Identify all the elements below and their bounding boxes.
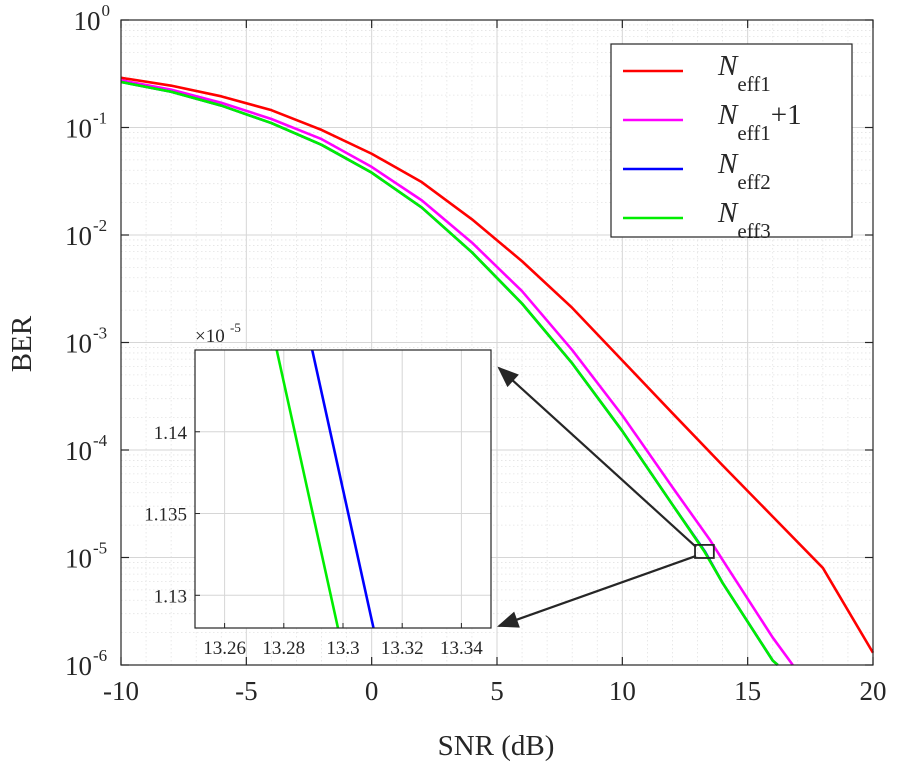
- x-tick-label: 0: [365, 676, 379, 706]
- x-tick-label: -5: [235, 676, 258, 706]
- annotations: [496, 366, 715, 628]
- legend-label-base: N: [717, 50, 739, 82]
- inset-y-tick-label: 1.13: [154, 586, 187, 607]
- inset-y-multiplier-exponent: -5: [230, 320, 241, 335]
- inset-series-line-neff2: [310, 349, 375, 629]
- y-tick-label-exponent: -6: [93, 646, 107, 665]
- y-tick-label-base: 10: [65, 114, 92, 144]
- x-tick-label: 5: [490, 676, 504, 706]
- y-tick-label-exponent: 0: [102, 1, 111, 20]
- inset-x-tick-label: 13.3: [326, 638, 359, 659]
- series-lines: [120, 76, 875, 666]
- legend-label-base: N: [717, 99, 739, 131]
- legend-label-subscript: eff1: [737, 121, 770, 145]
- y-tick-label-exponent: -5: [93, 539, 107, 558]
- inset-y-tick-label: 1.135: [144, 505, 187, 526]
- series-line-neff1-1: [120, 78, 794, 666]
- legend-label-subscript: eff3: [737, 219, 770, 243]
- legend-label-subscript: eff1: [737, 72, 770, 96]
- y-tick-label-exponent: -1: [93, 109, 107, 128]
- legend-label-base: N: [717, 197, 739, 229]
- legend-label-neff1-1: Neff1+1: [717, 99, 802, 145]
- y-tick-label-exponent: -3: [93, 324, 107, 343]
- zoom-box: [694, 543, 715, 559]
- inset-y-tick-label: 1.14: [154, 423, 188, 444]
- y-tick-label-base: 10: [74, 6, 101, 36]
- y-axis-title: BER: [6, 315, 38, 372]
- inset-zoom-panel: 13.26 13.28 13.3 13.32 13.34 1.13 1.135 1.14 ×10…: [144, 320, 492, 659]
- y-tick-label-base: 10: [65, 436, 92, 466]
- x-tick-label: 20: [860, 676, 887, 706]
- x-tick-label: 15: [734, 676, 761, 706]
- inset-y-multiplier-base: ×10: [195, 326, 225, 347]
- zoom-arrow-upper: [497, 366, 697, 548]
- y-tick-label-base: 10: [65, 329, 92, 359]
- legend-label-neff1: Neff1: [717, 50, 771, 96]
- legend-label-suffix: +1: [771, 99, 802, 131]
- y-tick-label-base: 10: [65, 544, 92, 574]
- y-tick-label-exponent: -4: [93, 431, 108, 450]
- inset-x-tick-label: 13.28: [262, 638, 305, 659]
- axis-labels: SNR (dB) BER: [6, 315, 554, 762]
- legend-label-base: N: [717, 148, 739, 180]
- y-tick-label-base: 10: [65, 651, 92, 681]
- series-line-neff1: [120, 76, 875, 654]
- x-tick-label: 10: [609, 676, 636, 706]
- y-tick-label-exponent: -2: [93, 216, 107, 235]
- legend-label-neff3: Neff3: [717, 197, 771, 243]
- inset-x-tick-label: 13.34: [440, 638, 483, 659]
- inset-x-tick-label: 13.32: [381, 638, 424, 659]
- inset-series-line-neff3: [275, 349, 340, 629]
- legend-box: [610, 43, 853, 238]
- legend-label-neff2: Neff2: [717, 148, 771, 194]
- inset-x-tick-label: 13.26: [203, 638, 246, 659]
- y-tick-label-base: 10: [65, 221, 92, 251]
- series-line-neff3: [120, 80, 779, 666]
- x-axis-title: SNR (dB): [438, 730, 555, 762]
- zoom-arrow-lower: [496, 554, 697, 628]
- legend-label-subscript: eff2: [737, 170, 770, 194]
- x-tick-label: -10: [103, 676, 139, 706]
